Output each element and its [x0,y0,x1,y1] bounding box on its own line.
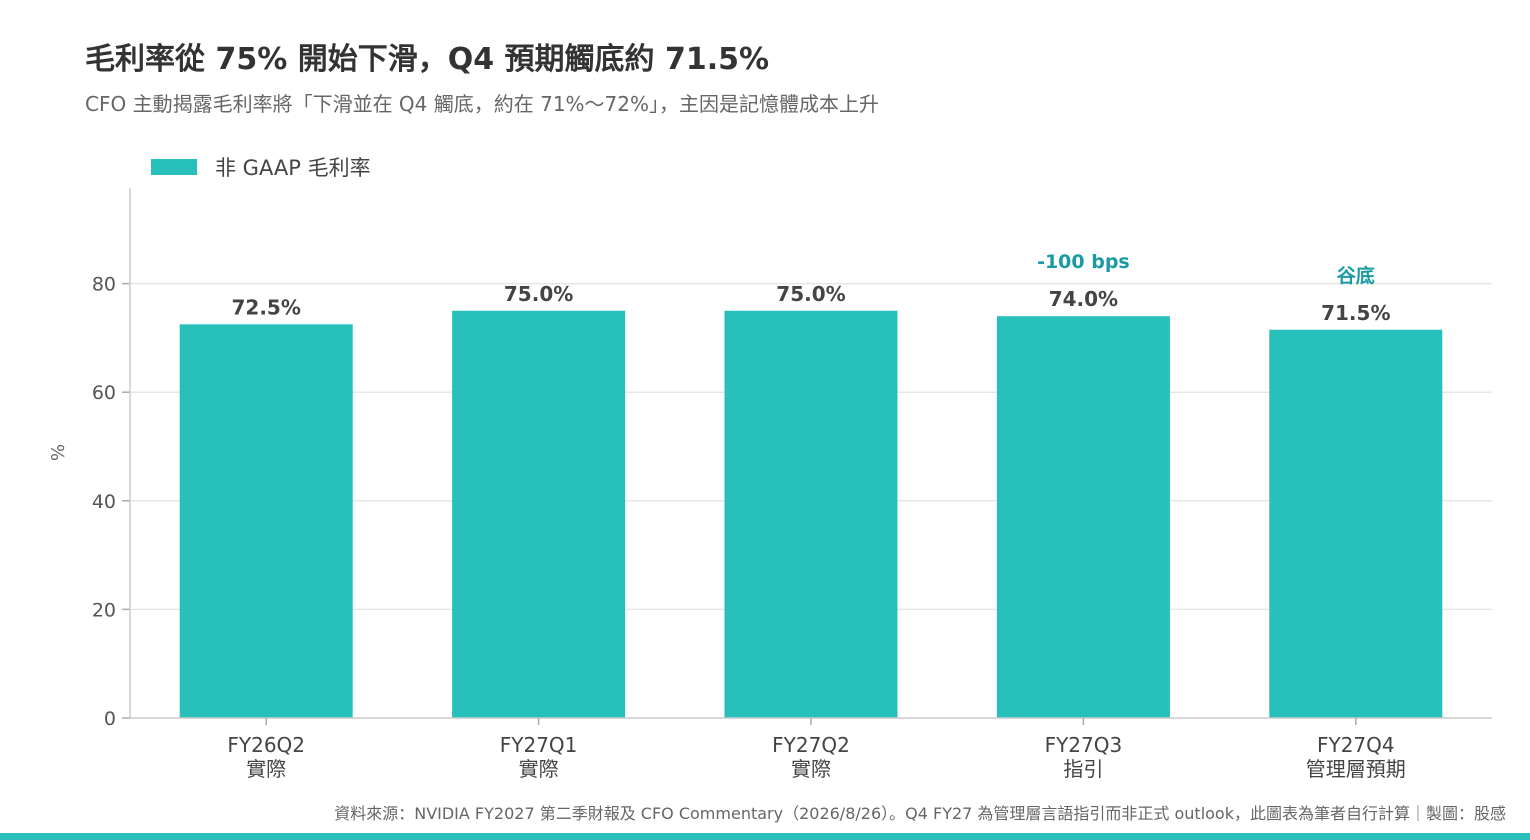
bar [179,324,353,718]
x-tick-sublabel: 指引 [1063,757,1103,781]
y-tick-label: 40 [92,491,116,513]
x-tick-label: FY27Q3 [1045,733,1123,757]
y-tick-label: 20 [92,599,116,621]
source-note: 資料來源：NVIDIA FY2027 第二季財報及 CFO Commentary… [334,804,1506,823]
bar [452,310,626,718]
x-tick-sublabel: 實際 [519,757,559,781]
value-label: 75.0% [504,282,573,306]
y-tick-label: 60 [92,382,116,404]
x-tick-label: FY27Q2 [772,733,850,757]
annotation-label: -100 bps [1037,251,1130,273]
annotation-label: 谷底 [1337,264,1375,287]
labels: 72.5%FY26Q2實際75.0%FY27Q1實際75.0%FY27Q2實際7… [227,251,1405,781]
y-axis-title: % [48,444,69,461]
bars [179,310,1443,718]
x-tick-label: FY27Q4 [1317,733,1395,757]
chart-title: 毛利率從 75% 開始下滑，Q4 預期觸底約 71.5% [85,42,770,77]
y-tick-label: 80 [92,274,116,296]
x-tick-label: FY26Q2 [227,733,305,757]
bottom-accent-bar [0,833,1530,840]
value-label: 71.5% [1321,301,1390,325]
chart-subtitle: CFO 主動揭露毛利率將「下滑並在 Q4 觸底，約在 71%～72%」，主因是記… [85,92,880,116]
x-tick-label: FY27Q1 [500,733,578,757]
bar [724,310,898,718]
x-tick-sublabel: 管理層預期 [1306,757,1406,781]
y-tick-label: 0 [104,708,116,730]
bar [996,316,1170,718]
x-tick-sublabel: 實際 [791,757,831,781]
axes: 0 20 40 60 80% [48,188,1492,730]
legend-label: 非 GAAP 毛利率 [215,156,371,180]
x-tick-sublabel: 實際 [246,757,286,781]
value-label: 74.0% [1049,287,1118,311]
bar [1269,329,1443,718]
value-label: 75.0% [776,282,845,306]
value-label: 72.5% [232,295,301,319]
legend: 非 GAAP 毛利率 [151,153,371,181]
legend-swatch [151,159,197,175]
